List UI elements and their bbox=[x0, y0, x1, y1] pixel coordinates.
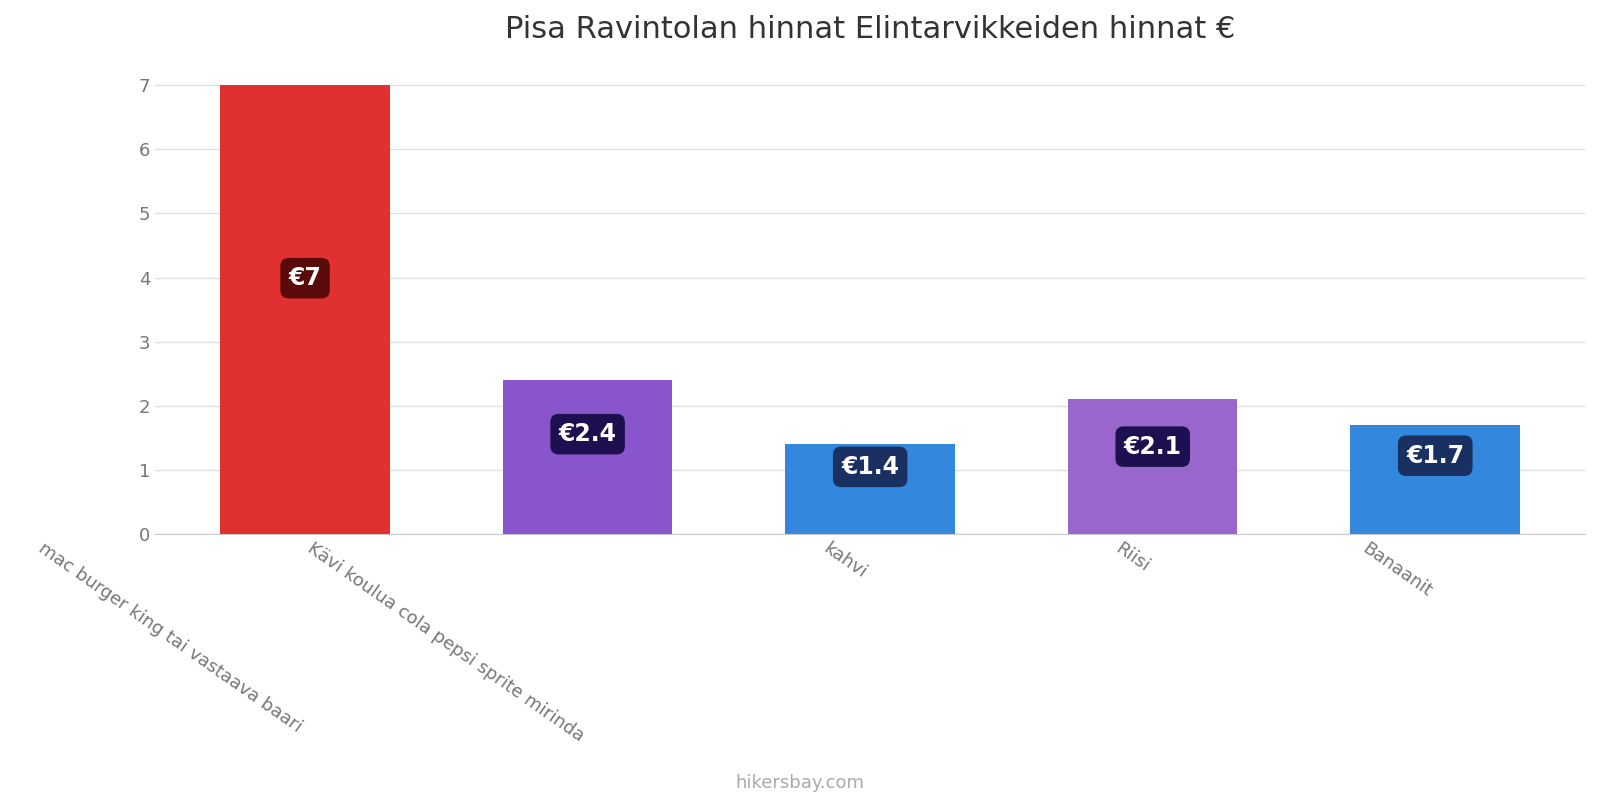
Bar bbox=[502, 380, 672, 534]
Bar bbox=[786, 445, 955, 534]
Text: €2.1: €2.1 bbox=[1123, 434, 1182, 458]
Text: €1.4: €1.4 bbox=[842, 455, 899, 479]
Text: €2.4: €2.4 bbox=[558, 422, 616, 446]
Text: €7: €7 bbox=[288, 266, 322, 290]
Bar bbox=[1067, 399, 1237, 534]
Text: €1.7: €1.7 bbox=[1406, 444, 1464, 468]
Text: hikersbay.com: hikersbay.com bbox=[736, 774, 864, 792]
Bar bbox=[221, 85, 390, 534]
Title: Pisa Ravintolan hinnat Elintarvikkeiden hinnat €: Pisa Ravintolan hinnat Elintarvikkeiden … bbox=[506, 15, 1235, 44]
Bar bbox=[1350, 425, 1520, 534]
